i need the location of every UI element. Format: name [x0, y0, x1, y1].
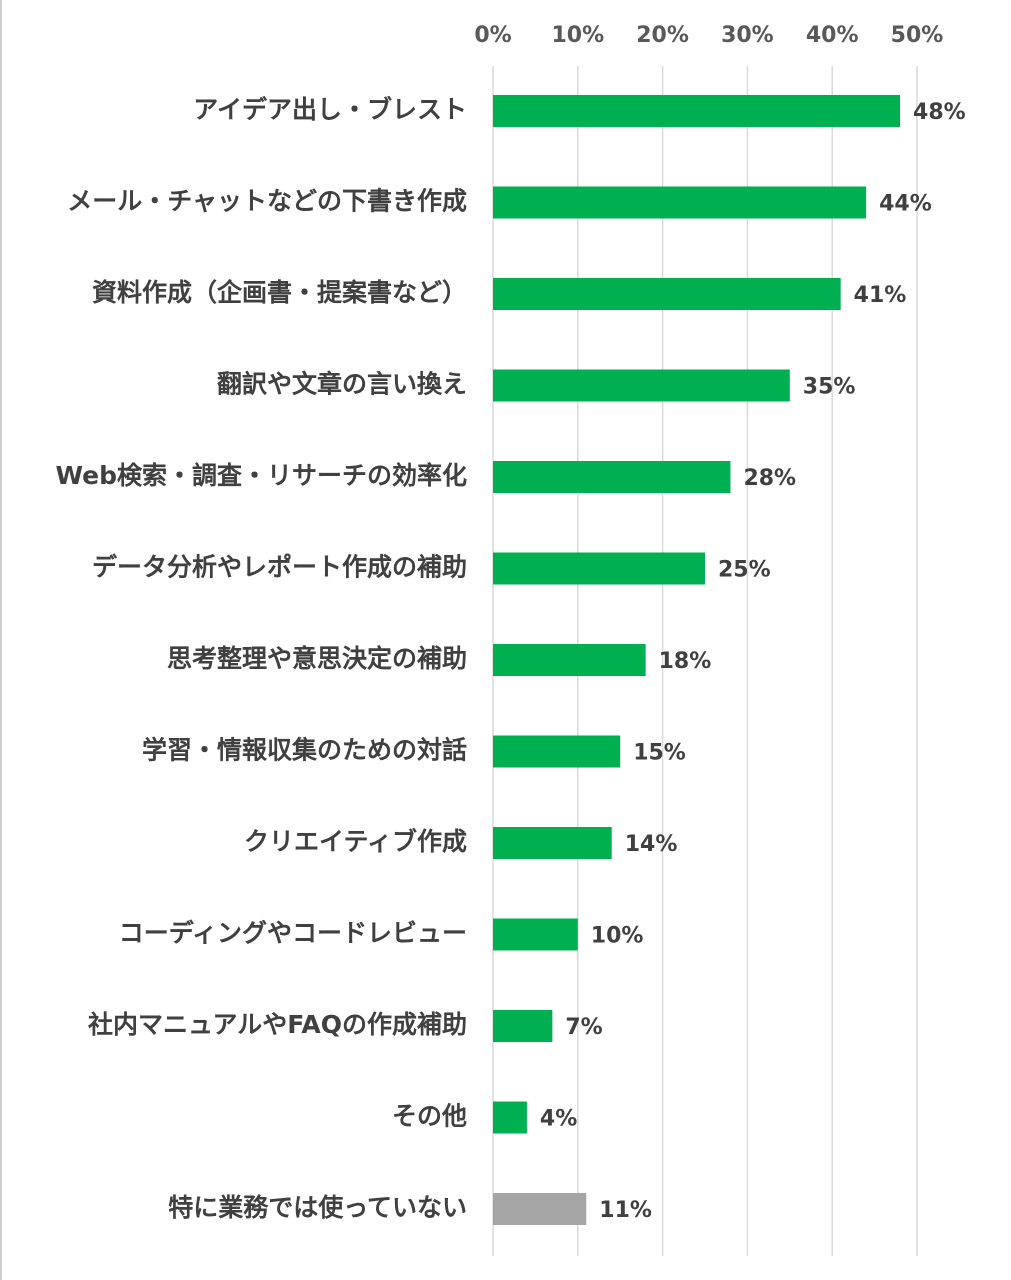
bar — [493, 1193, 587, 1225]
value-label: 28% — [743, 466, 796, 491]
bar — [493, 369, 790, 402]
value-label: 25% — [718, 558, 771, 583]
x-tick-label: 30% — [721, 23, 774, 48]
x-tick-label: 0% — [474, 23, 511, 48]
bar — [493, 552, 705, 585]
gridlines — [492, 66, 918, 1256]
value-label: 7% — [565, 1015, 602, 1040]
bar — [493, 95, 901, 127]
category-label: その他 — [392, 1102, 467, 1131]
bar — [493, 827, 612, 859]
value-label: 14% — [625, 832, 678, 857]
category-label: 社内マニュアルやFAQの作成補助 — [88, 1010, 467, 1039]
category-label: データ分析やレポート作成の補助 — [92, 553, 467, 582]
x-tick-label: 10% — [551, 23, 604, 48]
category-label: 学習・情報収集のための対話 — [142, 736, 467, 765]
category-label: 思考整理や意思決定の補助 — [167, 644, 467, 673]
category-label: メール・チャットなどの下書き作成 — [67, 187, 467, 216]
category-labels: アイデア出し・ブレストメール・チャットなどの下書き作成資料作成（企画書・提案書な… — [55, 95, 467, 1222]
x-tick-label: 20% — [636, 23, 689, 48]
bar — [493, 1010, 553, 1042]
category-label: コーディングやコードレビュー — [119, 919, 467, 948]
bar — [493, 735, 621, 768]
value-label: 11% — [599, 1198, 652, 1223]
value-label: 41% — [854, 283, 907, 308]
bar — [493, 186, 867, 219]
category-label: クリエイティブ作成 — [244, 827, 467, 856]
x-tick-label: 50% — [891, 23, 944, 48]
bar — [493, 644, 646, 676]
category-label: Web検索・調査・リサーチの効率化 — [55, 461, 467, 490]
bar — [493, 278, 841, 310]
category-label: アイデア出し・ブレスト — [193, 95, 467, 124]
category-label: 翻訳や文章の言い換え — [217, 370, 467, 399]
value-label: 48% — [913, 100, 966, 125]
bar — [493, 918, 578, 951]
value-label: 10% — [591, 924, 644, 949]
category-label: 特に業務では使っていない — [168, 1193, 467, 1222]
value-label: 44% — [879, 192, 932, 217]
bar — [493, 1101, 527, 1134]
bar — [493, 461, 731, 493]
value-labels: 48% 44% 41% 35% 28% 25% 18% 15% 14% 10% 7% 4% 11% — [540, 100, 966, 1223]
value-label: 35% — [803, 375, 856, 400]
x-axis-ticks: 0% 10% 20% 30% 40% 50% — [474, 23, 943, 48]
bars — [493, 95, 901, 1225]
value-label: 18% — [659, 649, 712, 674]
category-label: 資料作成（企画書・提案書など） — [92, 278, 467, 307]
x-tick-label: 40% — [806, 23, 859, 48]
value-label: 4% — [540, 1107, 577, 1132]
value-label: 15% — [633, 741, 686, 766]
